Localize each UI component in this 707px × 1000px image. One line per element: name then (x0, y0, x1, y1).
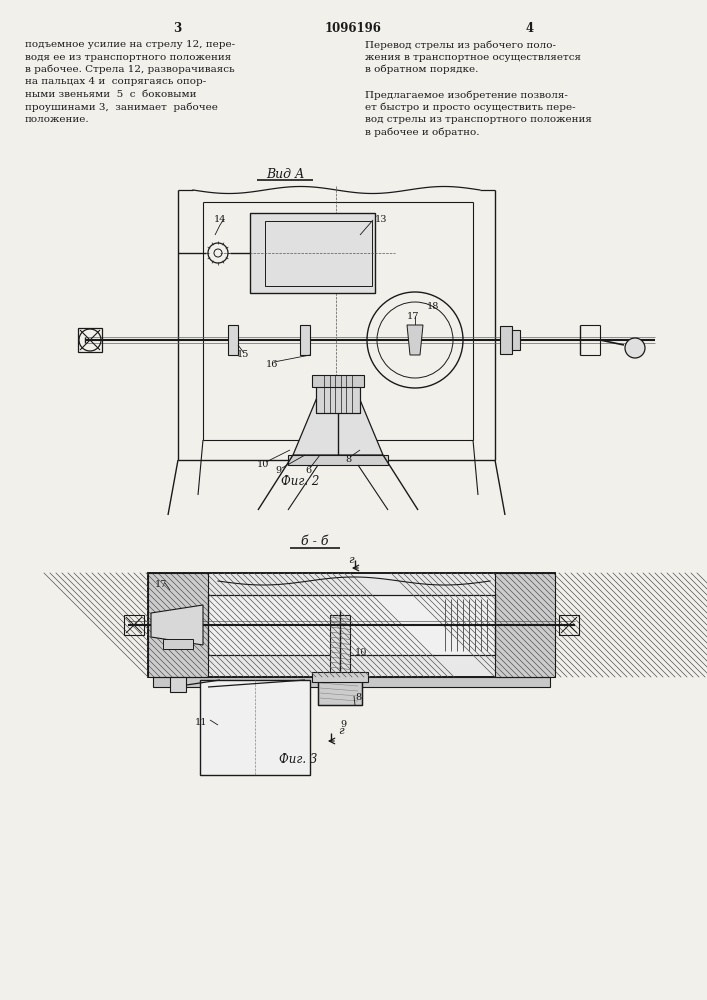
Text: г: г (348, 555, 354, 565)
Text: положение.: положение. (25, 115, 90, 124)
Text: 8: 8 (345, 455, 351, 464)
Bar (559, 615, 579, 635)
Text: 3: 3 (173, 22, 181, 35)
Circle shape (625, 338, 645, 358)
Text: 8: 8 (355, 693, 361, 702)
Text: проушинами 3,  занимает  рабочее: проушинами 3, занимает рабочее (25, 103, 218, 112)
Text: Перевод стрелы из рабочего поло-: Перевод стрелы из рабочего поло- (365, 40, 556, 49)
Polygon shape (293, 395, 383, 455)
Text: 11: 11 (195, 718, 207, 727)
Bar (495, 573, 555, 677)
Text: б - б: б - б (301, 535, 329, 548)
Bar (316, 383, 360, 413)
Text: 13: 13 (375, 215, 387, 224)
Bar (78, 328, 102, 352)
Bar (153, 677, 550, 687)
Text: 14: 14 (214, 215, 226, 224)
Bar (148, 573, 555, 677)
Bar (124, 615, 144, 635)
Text: 18: 18 (427, 302, 439, 311)
Text: на пальцах 4 и  сопрягаясь опор-: на пальцах 4 и сопрягаясь опор- (25, 78, 206, 87)
Bar (300, 325, 310, 355)
Text: Фиг. 3: Фиг. 3 (279, 753, 317, 766)
Text: Предлагаемое изобретение позволя-: Предлагаемое изобретение позволя- (365, 90, 568, 100)
Bar (316, 383, 360, 413)
Bar (250, 213, 375, 293)
Polygon shape (407, 325, 423, 355)
Bar (330, 615, 350, 680)
Text: ет быстро и просто осуществить пере-: ет быстро и просто осуществить пере- (365, 103, 575, 112)
Text: 6: 6 (305, 466, 311, 475)
Bar (148, 573, 208, 677)
Bar (318, 680, 362, 705)
Bar (200, 680, 310, 775)
Bar (228, 325, 238, 355)
Bar (148, 573, 555, 677)
Text: 10: 10 (355, 648, 368, 657)
Polygon shape (151, 605, 203, 645)
Bar (495, 573, 555, 677)
Text: Вид А: Вид А (266, 168, 304, 181)
Text: 15: 15 (237, 350, 250, 359)
Bar (312, 672, 368, 682)
Text: подъемное усилие на стрелу 12, пере-: подъемное усилие на стрелу 12, пере- (25, 40, 235, 49)
Text: вод стрелы из транспортного положения: вод стрелы из транспортного положения (365, 115, 592, 124)
Text: 9: 9 (275, 466, 281, 475)
Text: 9: 9 (340, 720, 346, 729)
Bar (208, 595, 495, 655)
Text: 1096196: 1096196 (325, 22, 382, 35)
Text: в рабочее и обратно.: в рабочее и обратно. (365, 127, 479, 137)
Bar (163, 639, 193, 649)
Bar (148, 573, 208, 677)
Text: 4: 4 (526, 22, 534, 35)
Text: в обратном порядке.: в обратном порядке. (365, 65, 479, 75)
Bar (312, 375, 364, 387)
Bar (288, 455, 388, 465)
Bar (318, 680, 362, 705)
Text: 10: 10 (257, 460, 269, 469)
Bar (495, 573, 555, 677)
Text: 16: 16 (266, 360, 279, 369)
Text: Фиг. 2: Фиг. 2 (281, 475, 319, 488)
Text: 17: 17 (155, 580, 168, 589)
Text: жения в транспортное осуществляется: жения в транспортное осуществляется (365, 52, 581, 62)
Bar (500, 326, 512, 354)
Text: г: г (338, 726, 344, 736)
Text: в рабочее. Стрела 12, разворачиваясь: в рабочее. Стрела 12, разворачиваясь (25, 65, 235, 75)
Bar (170, 677, 186, 692)
Bar (148, 573, 208, 677)
Text: водя ее из транспортного положения: водя ее из транспортного положения (25, 52, 231, 62)
Bar (208, 595, 495, 655)
Bar (265, 221, 372, 286)
Text: 17: 17 (407, 312, 419, 321)
Bar (512, 330, 520, 350)
Text: ными звеньями  5  с  боковыми: ными звеньями 5 с боковыми (25, 90, 197, 99)
